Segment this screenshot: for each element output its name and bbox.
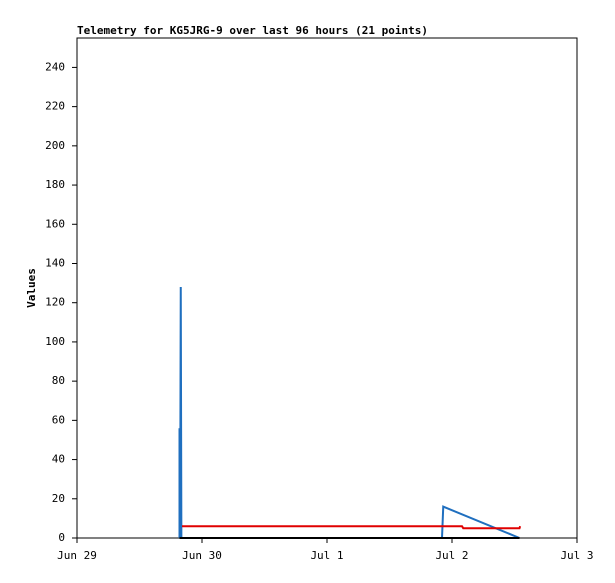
x-tick-label: Jul 3 [560,549,593,562]
y-tick-label: 140 [45,256,65,269]
x-tick-label: Jul 2 [435,549,468,562]
y-tick-label: 60 [52,413,65,426]
chart-title: Telemetry for KG5JRG-9 over last 96 hour… [77,24,428,37]
y-axis-label: Values [25,268,38,308]
y-tick-label: 20 [52,492,65,505]
y-tick-label: 180 [45,178,65,191]
x-tick-label: Jun 29 [57,549,97,562]
plot-frame [76,37,578,539]
x-tick-label: Jun 30 [182,549,222,562]
y-tick-label: 100 [45,335,65,348]
y-tick-label: 120 [45,296,65,309]
y-tick-label: 40 [52,453,65,466]
y-tick-label: 200 [45,139,65,152]
y-tick-label: 240 [45,60,65,73]
y-tick-label: 160 [45,217,65,230]
series-line [178,287,520,539]
x-tick-label: Jul 1 [310,549,343,562]
series-line [182,525,522,530]
y-tick-label: 0 [58,531,65,544]
y-tick-label: 220 [45,100,65,113]
y-tick-label: 80 [52,374,65,387]
